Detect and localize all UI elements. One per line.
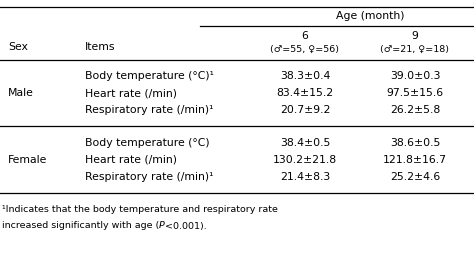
Text: 20.7±9.2: 20.7±9.2 — [280, 105, 330, 115]
Text: 26.2±5.8: 26.2±5.8 — [390, 105, 440, 115]
Text: 97.5±15.6: 97.5±15.6 — [386, 88, 444, 98]
Text: Age (month): Age (month) — [336, 11, 404, 21]
Text: Heart rate (/min): Heart rate (/min) — [85, 88, 177, 98]
Text: 9: 9 — [411, 31, 419, 41]
Text: Items: Items — [85, 42, 116, 52]
Text: Male: Male — [8, 88, 34, 98]
Text: Respiratory rate (/min)¹: Respiratory rate (/min)¹ — [85, 105, 213, 115]
Text: Heart rate (/min): Heart rate (/min) — [85, 155, 177, 165]
Text: increased significantly with age (: increased significantly with age ( — [2, 221, 159, 231]
Text: ¹Indicates that the body temperature and respiratory rate: ¹Indicates that the body temperature and… — [2, 205, 278, 215]
Text: Body temperature (°C)¹: Body temperature (°C)¹ — [85, 71, 214, 81]
Text: 83.4±15.2: 83.4±15.2 — [276, 88, 334, 98]
Text: 6: 6 — [301, 31, 309, 41]
Text: 39.0±0.3: 39.0±0.3 — [390, 71, 440, 81]
Text: <0.001).: <0.001). — [165, 221, 207, 231]
Text: 38.4±0.5: 38.4±0.5 — [280, 138, 330, 148]
Text: 121.8±16.7: 121.8±16.7 — [383, 155, 447, 165]
Text: (♂=55, ♀=56): (♂=55, ♀=56) — [271, 44, 339, 53]
Text: 25.2±4.6: 25.2±4.6 — [390, 172, 440, 182]
Text: Respiratory rate (/min)¹: Respiratory rate (/min)¹ — [85, 172, 213, 182]
Text: Body temperature (°C): Body temperature (°C) — [85, 138, 210, 148]
Text: 38.3±0.4: 38.3±0.4 — [280, 71, 330, 81]
Text: Female: Female — [8, 155, 47, 165]
Text: (♂=21, ♀=18): (♂=21, ♀=18) — [381, 44, 449, 53]
Text: 130.2±21.8: 130.2±21.8 — [273, 155, 337, 165]
Text: 21.4±8.3: 21.4±8.3 — [280, 172, 330, 182]
Text: 38.6±0.5: 38.6±0.5 — [390, 138, 440, 148]
Text: Sex: Sex — [8, 42, 28, 52]
Text: P: P — [159, 221, 165, 231]
